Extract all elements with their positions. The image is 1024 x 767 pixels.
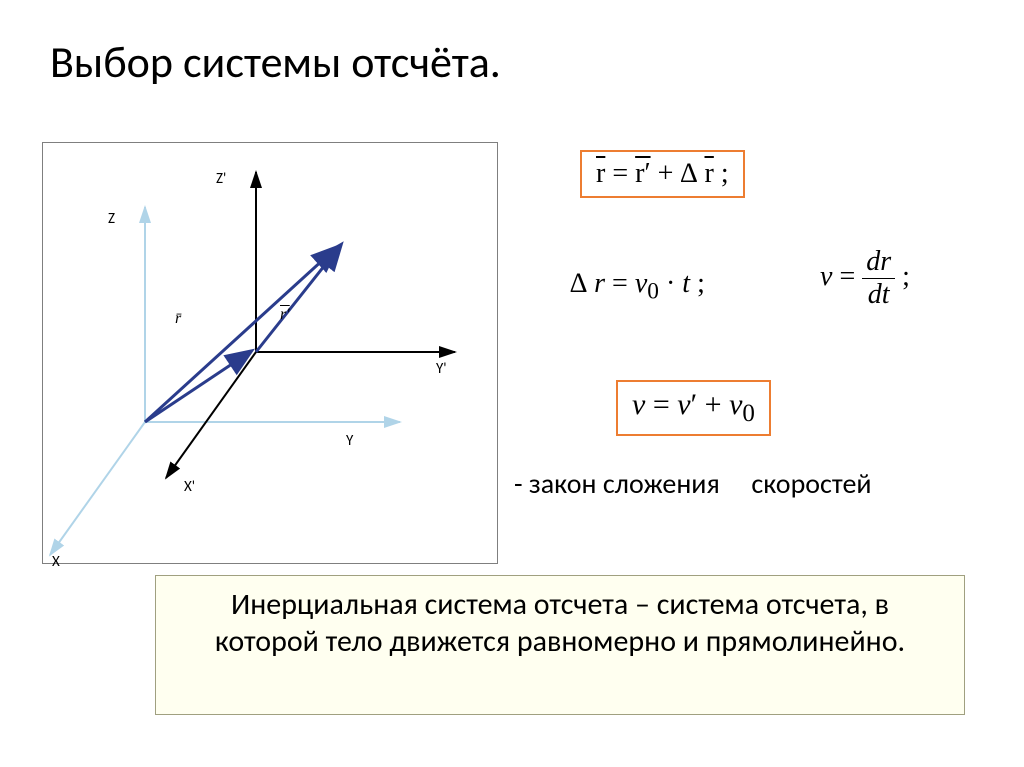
equation-delta-r: ∆ r = v0 · t ; — [570, 268, 705, 306]
equation-r: r = r′ + ∆ r ; — [580, 150, 745, 198]
equation-v-derivative: v = drdt ; — [820, 248, 910, 309]
inertial-frame-definition: Инерциальная система отсчета – система о… — [155, 575, 965, 715]
velocity-law-caption: - закон сложения скоростей — [514, 466, 872, 501]
equation-velocity-addition: v = v′ + v0 — [616, 380, 771, 436]
